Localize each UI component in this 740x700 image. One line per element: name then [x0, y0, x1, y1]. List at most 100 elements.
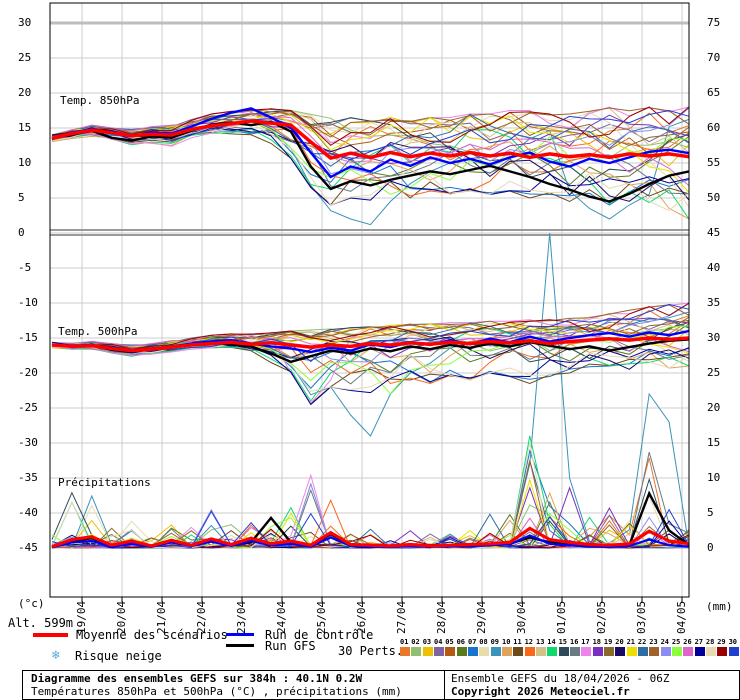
- member-number: 02: [411, 638, 420, 646]
- member-color-swatch: [456, 647, 467, 656]
- right-axis-tick: 15: [707, 436, 721, 449]
- left-axis-tick: -45: [18, 541, 38, 554]
- member-number: 18: [592, 638, 602, 646]
- member-color-swatch: [490, 647, 501, 656]
- member-line-precip: [51, 499, 690, 549]
- ensemble-chart: [49, 2, 690, 602]
- member-line-precip: [51, 451, 690, 549]
- member-line-precip: [51, 457, 690, 549]
- member-color-swatch: [479, 647, 490, 656]
- mean-line-500: [51, 336, 690, 353]
- member-number: 15: [558, 638, 568, 646]
- member-line-500: [51, 341, 690, 406]
- x-axis-date-label: 23/04: [235, 600, 248, 634]
- member-color-swatch: [558, 647, 569, 656]
- member-color-swatch: [536, 647, 546, 656]
- x-axis-date-label: 28/04: [435, 600, 448, 634]
- member-line-precip: [51, 232, 690, 549]
- member-line-precip: [51, 435, 690, 549]
- member-number: 11: [513, 638, 522, 646]
- right-axis-tick: 10: [707, 471, 721, 484]
- right-axis-tick: 35: [707, 296, 721, 309]
- right-axis-tick: 0: [707, 541, 714, 554]
- left-axis-tick: -30: [18, 436, 38, 449]
- mean-legend-label: Moyenne des scénarios: [76, 628, 228, 642]
- right-axis-tick: 75: [707, 16, 721, 29]
- gfs-line-swatch: [226, 644, 254, 647]
- member-color-swatch: [422, 647, 433, 656]
- member-number: 09: [490, 638, 500, 646]
- member-number: 08: [479, 638, 488, 646]
- left-axis-tick: 5: [18, 191, 25, 204]
- panel-label-precip: Précipitations: [58, 476, 151, 489]
- right-axis-tick: 5: [707, 506, 714, 519]
- right-axis-tick: 40: [707, 261, 721, 274]
- member-number: 26: [683, 638, 692, 646]
- member-color-swatch: [637, 647, 648, 656]
- left-axis-tick: -10: [18, 296, 38, 309]
- footer-box: Diagramme des ensembles GEFS sur 384h : …: [22, 670, 740, 700]
- right-axis-tick: 45: [707, 226, 721, 239]
- right-axis-tick: 70: [707, 51, 721, 64]
- mean-line-850: [51, 119, 690, 161]
- member-number: 29: [717, 638, 726, 646]
- member-number: 07: [468, 638, 477, 646]
- member-number: 10: [502, 638, 511, 646]
- member-color-swatch: [502, 647, 512, 656]
- left-axis-tick: -15: [18, 331, 38, 344]
- member-line-850: [51, 113, 690, 167]
- member-line-850: [51, 106, 690, 146]
- left-axis-tick: 0: [18, 226, 25, 239]
- right-axis-tick: 65: [707, 86, 721, 99]
- member-line-850: [51, 123, 690, 211]
- member-number: 28: [705, 638, 715, 646]
- member-color-swatch: [660, 647, 671, 656]
- member-color-swatch: [717, 647, 728, 656]
- member-number: 14: [547, 638, 556, 646]
- x-axis-date-label: 30/04: [515, 600, 528, 634]
- panel-label-t850: Temp. 850hPa: [60, 94, 140, 107]
- control-line-swatch: [226, 633, 254, 636]
- snow-risk-label: Risque neige: [75, 649, 162, 663]
- perts-count-label: 30 Perts.: [338, 644, 404, 658]
- member-number: 20: [615, 638, 624, 646]
- x-axis-date-label: 02/05: [595, 600, 608, 634]
- member-number: 19: [603, 638, 613, 646]
- x-axis-date-label: 04/05: [675, 600, 688, 634]
- left-axis-tick: 30: [18, 16, 32, 29]
- member-color-swatch: [445, 647, 456, 656]
- x-axis-date-label: 29/04: [475, 600, 488, 634]
- member-number: 16: [570, 638, 579, 646]
- right-axis-tick: 60: [707, 121, 721, 134]
- diagram-title: Diagramme des ensembles GEFS sur 384h : …: [31, 672, 363, 685]
- diagram-subtitle: Températures 850hPa et 500hPa (°C) , pré…: [31, 685, 402, 698]
- member-number: 21: [626, 638, 636, 646]
- member-color-swatch: [592, 647, 603, 656]
- member-color-swatch: [649, 647, 660, 656]
- member-number: 13: [536, 638, 545, 646]
- left-axis-tick: 15: [18, 121, 32, 134]
- right-axis-tick: 25: [707, 366, 721, 379]
- member-color-swatch: [570, 647, 580, 656]
- member-line-850: [51, 110, 690, 187]
- left-axis-tick: 10: [18, 156, 32, 169]
- member-number: 12: [524, 638, 534, 646]
- panel-label-t500: Temp. 500hPa: [58, 325, 138, 338]
- member-number: 23: [649, 638, 658, 646]
- run-info: Ensemble GEFS du 18/04/2026 - 06Z: [451, 672, 670, 685]
- member-color-swatch: [468, 647, 478, 656]
- member-number: 22: [637, 638, 647, 646]
- member-number: 24: [660, 638, 670, 646]
- x-axis-date-label: 27/04: [395, 600, 408, 634]
- mean-line-swatch: [33, 633, 68, 637]
- gfs-line-850: [51, 120, 690, 203]
- altitude-label: Alt. 599m: [8, 616, 74, 630]
- member-number: 30: [728, 638, 738, 646]
- member-number: 27: [694, 638, 704, 646]
- mean-line-precip: [51, 526, 690, 549]
- x-axis-date-label: 03/05: [635, 600, 648, 634]
- control-line-850: [51, 107, 690, 179]
- member-color-swatch: [524, 647, 535, 656]
- right-axis-tick: 30: [707, 331, 721, 344]
